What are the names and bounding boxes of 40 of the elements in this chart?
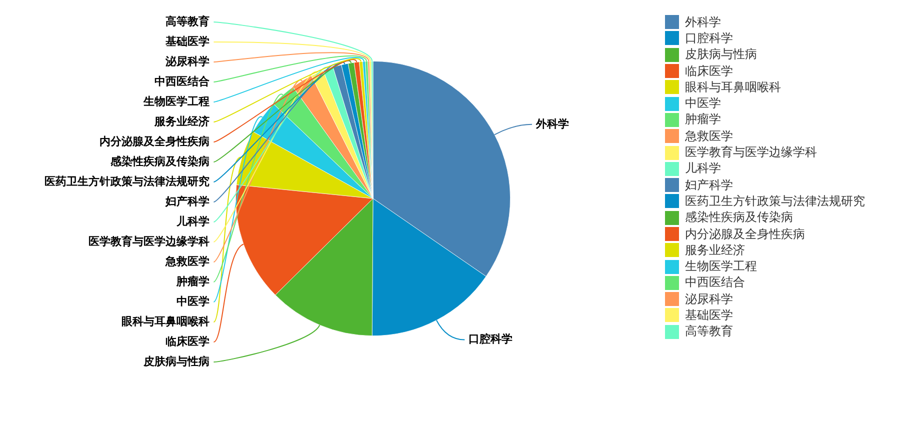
slice-label: 内分泌腺及全身性疾病 <box>100 134 210 148</box>
slice-label: 泌尿科学 <box>164 54 210 68</box>
legend-label: 高等教育 <box>685 323 733 340</box>
slice-label: 肿瘤学 <box>176 274 210 288</box>
legend-label: 儿科学 <box>685 160 721 178</box>
legend-label: 临床医学 <box>685 62 733 80</box>
legend-label: 中医学 <box>685 95 721 112</box>
legend-label: 肿瘤学 <box>685 111 721 128</box>
legend-label: 急救医学 <box>685 128 733 145</box>
slice-label: 基础医学 <box>164 34 210 48</box>
legend-label: 皮肤病与性病 <box>685 46 757 64</box>
slice-label: 皮肤病与性病 <box>142 354 210 368</box>
slice-label: 生物医学工程 <box>142 94 210 108</box>
slice-label: 高等教育 <box>166 14 210 28</box>
slice-label: 外科学 <box>535 117 570 130</box>
slice-label: 感染性疾病及传染病 <box>110 154 210 168</box>
legend-label: 眼科与耳鼻咽喉科 <box>685 78 781 96</box>
slice-label: 中西医结合 <box>154 74 211 88</box>
legend-label: 口腔科学 <box>685 30 733 47</box>
slice-label: 妇产科学 <box>164 194 210 208</box>
slice-label: 服务业经济 <box>154 114 210 128</box>
slice-label: 医药卫生方针政策与法律法规研究 <box>44 174 210 188</box>
slice-label: 急救医学 <box>164 254 210 268</box>
slice-label: 儿科学 <box>176 214 210 228</box>
legend-label: 外科学 <box>685 14 721 31</box>
slice-label: 口腔科学 <box>468 332 513 346</box>
legend-label: 医药卫生方针政策与法律法规研究 <box>685 192 865 210</box>
legend-label: 基础医学 <box>685 307 733 324</box>
legend-label: 服务业经济 <box>685 242 745 259</box>
slice-label: 医学教育与医学边缘学科 <box>88 234 210 248</box>
legend-label: 中西医结合 <box>685 274 745 292</box>
slice-label: 中医学 <box>176 294 210 308</box>
legend-label: 医学教育与医学边缘学科 <box>685 144 817 162</box>
slice-label: 眼科与耳鼻咽喉科 <box>122 314 210 328</box>
legend-label: 泌尿科学 <box>685 290 733 308</box>
legend-label: 感染性疾病及传染病 <box>685 209 793 226</box>
legend-label: 内分泌腺及全身性疾病 <box>685 226 805 243</box>
legend-label: 妇产科学 <box>685 176 733 194</box>
slice-label: 临床医学 <box>166 334 210 348</box>
legend-label: 生物医学工程 <box>685 258 757 276</box>
